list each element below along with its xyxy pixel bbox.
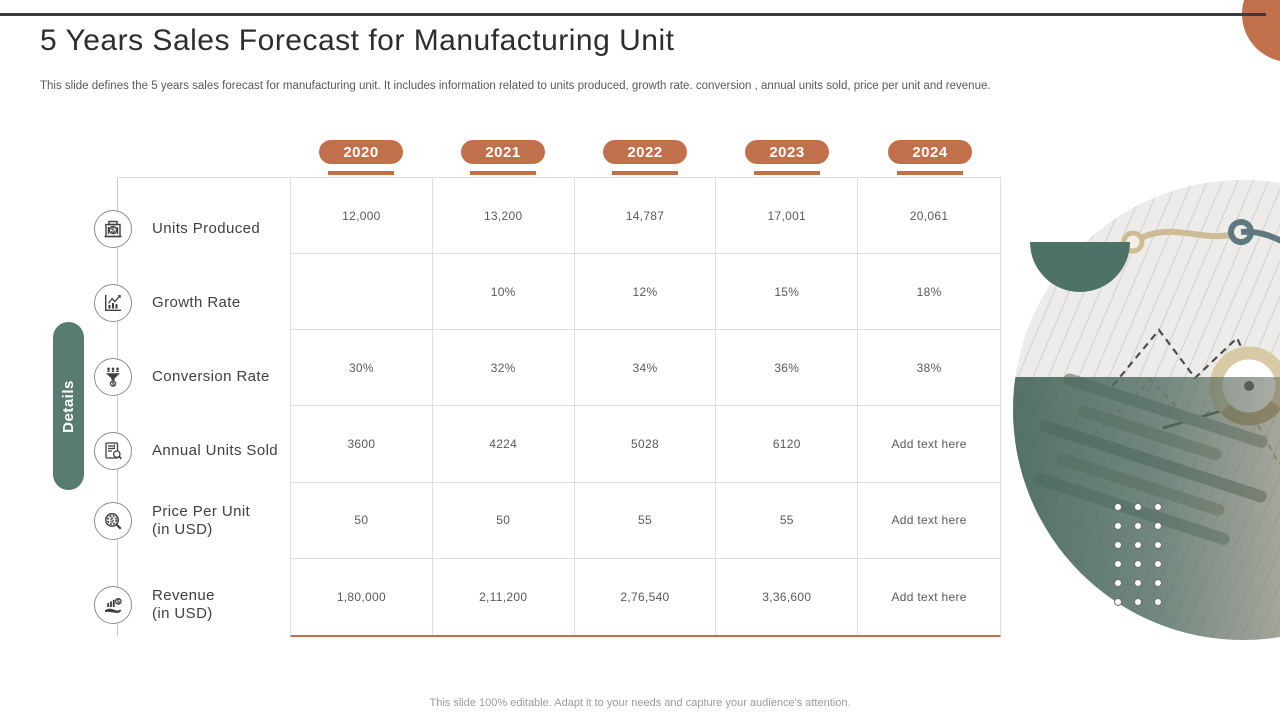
- year-underline: [470, 171, 536, 175]
- cell-annual-units-sold-2020: 3600: [291, 406, 433, 483]
- cell-units-produced-2021: 13,200: [432, 178, 575, 255]
- row-label: Revenue (in USD): [152, 587, 215, 622]
- gradient-band-overlay: [1013, 377, 1280, 640]
- row-label: Price Per Unit (in USD): [152, 503, 251, 538]
- cell-growth-rate-2021: 10%: [432, 254, 575, 331]
- price-search-icon: $: [94, 502, 132, 540]
- year-badge-2020: 2020: [319, 140, 403, 164]
- svg-text:$: $: [111, 227, 115, 234]
- year-underline: [612, 171, 678, 175]
- cell-revenue-2022: 2,76,540: [575, 558, 717, 635]
- cell-revenue-2024-placeholder[interactable]: Add text here: [891, 589, 967, 604]
- cell-price-per-unit-2020: 50: [291, 482, 433, 559]
- row-head-units-produced: $ Units Produced: [94, 210, 260, 248]
- cell-conversion-rate-2024: 38%: [858, 330, 1000, 407]
- row-head-growth-rate: Growth Rate: [94, 284, 241, 322]
- details-tab-label: Details: [60, 379, 78, 433]
- cell-annual-units-sold-2022: 5028: [574, 406, 717, 483]
- row-head-revenue: $ Revenue (in USD): [94, 586, 215, 624]
- dots-pattern: [1114, 503, 1174, 617]
- cell-units-produced-2020: 12,000: [291, 178, 433, 255]
- cell-growth-rate-2023: 15%: [716, 254, 859, 331]
- year-badge-2022: 2022: [603, 140, 687, 164]
- cell-units-produced-2022: 14,787: [574, 178, 717, 255]
- row-connector-line: [117, 178, 118, 637]
- corner-accent-circle: [1242, 0, 1280, 62]
- details-tab[interactable]: Details: [53, 322, 84, 490]
- year-underline: [328, 171, 394, 175]
- cell-annual-units-sold-2024-placeholder[interactable]: Add text here: [858, 406, 1000, 483]
- row-label: Conversion Rate: [152, 368, 270, 385]
- top-rule-line: [0, 13, 1266, 16]
- cell-price-per-unit-2021: 50: [432, 482, 575, 559]
- building-dollar-icon: $: [94, 210, 132, 248]
- year-underline: [897, 171, 963, 175]
- footer-note: This slide 100% editable. Adapt it to yo…: [429, 697, 851, 709]
- row-head-annual-units-sold: Annual Units Sold: [94, 432, 278, 470]
- cell-annual-units-sold-2023: 6120: [716, 406, 859, 483]
- svg-text:$: $: [110, 517, 114, 524]
- cell-conversion-rate-2022: 34%: [574, 330, 717, 407]
- cell-annual-units-sold-2021: 4224: [432, 406, 575, 483]
- cell-revenue-2023: 3,36,600: [716, 558, 859, 635]
- cell-conversion-rate-2023: 36%: [716, 330, 859, 407]
- cell-conversion-rate-2020: 30%: [291, 330, 433, 407]
- row-head-conversion-rate: $ Conversion Rate: [94, 358, 270, 396]
- svg-text:$: $: [111, 382, 115, 388]
- cell-conversion-rate-2021: 32%: [432, 330, 575, 407]
- svg-text:$: $: [117, 600, 121, 606]
- year-badge-2024: 2024: [888, 140, 972, 164]
- cell-price-per-unit-2022: 55: [574, 482, 717, 559]
- cell-price-per-unit-2024-placeholder[interactable]: Add text here: [858, 483, 1000, 559]
- row-label: Units Produced: [152, 220, 261, 237]
- forecast-table: 12,000 13,200 14,787 17,001 20,061 10% 1…: [290, 177, 1001, 637]
- cell-growth-rate-2022: 12%: [574, 254, 717, 331]
- table-top-border: [117, 177, 291, 178]
- year-badge-2021: 2021: [461, 140, 545, 164]
- revenue-hand-icon: $: [94, 586, 132, 624]
- year-underline: [754, 171, 820, 175]
- cell-revenue-2020: 1,80,000: [291, 558, 433, 635]
- row-head-price-per-unit: $ Price Per Unit (in USD): [94, 502, 250, 540]
- cell-growth-rate-2020: [291, 254, 433, 331]
- cell-revenue-2021: 2,11,200: [433, 558, 575, 635]
- row-label: Growth Rate: [152, 294, 241, 311]
- cell-growth-rate-2024: 18%: [858, 254, 1000, 331]
- year-badge-2023: 2023: [745, 140, 829, 164]
- cell-units-produced-2023: 17,001: [716, 178, 859, 255]
- cell-units-produced-2024: 20,061: [858, 178, 1000, 255]
- conversion-funnel-icon: $: [94, 358, 132, 396]
- report-search-icon: [94, 432, 132, 470]
- cell-price-per-unit-2023: 55: [716, 482, 859, 559]
- slide-subtitle: This slide defines the 5 years sales for…: [40, 80, 991, 92]
- row-label: Annual Units Sold: [152, 442, 279, 459]
- page-title: 5 Years Sales Forecast for Manufacturing…: [40, 24, 675, 57]
- growth-chart-icon: [94, 284, 132, 322]
- decorative-chart-image: [1013, 180, 1280, 640]
